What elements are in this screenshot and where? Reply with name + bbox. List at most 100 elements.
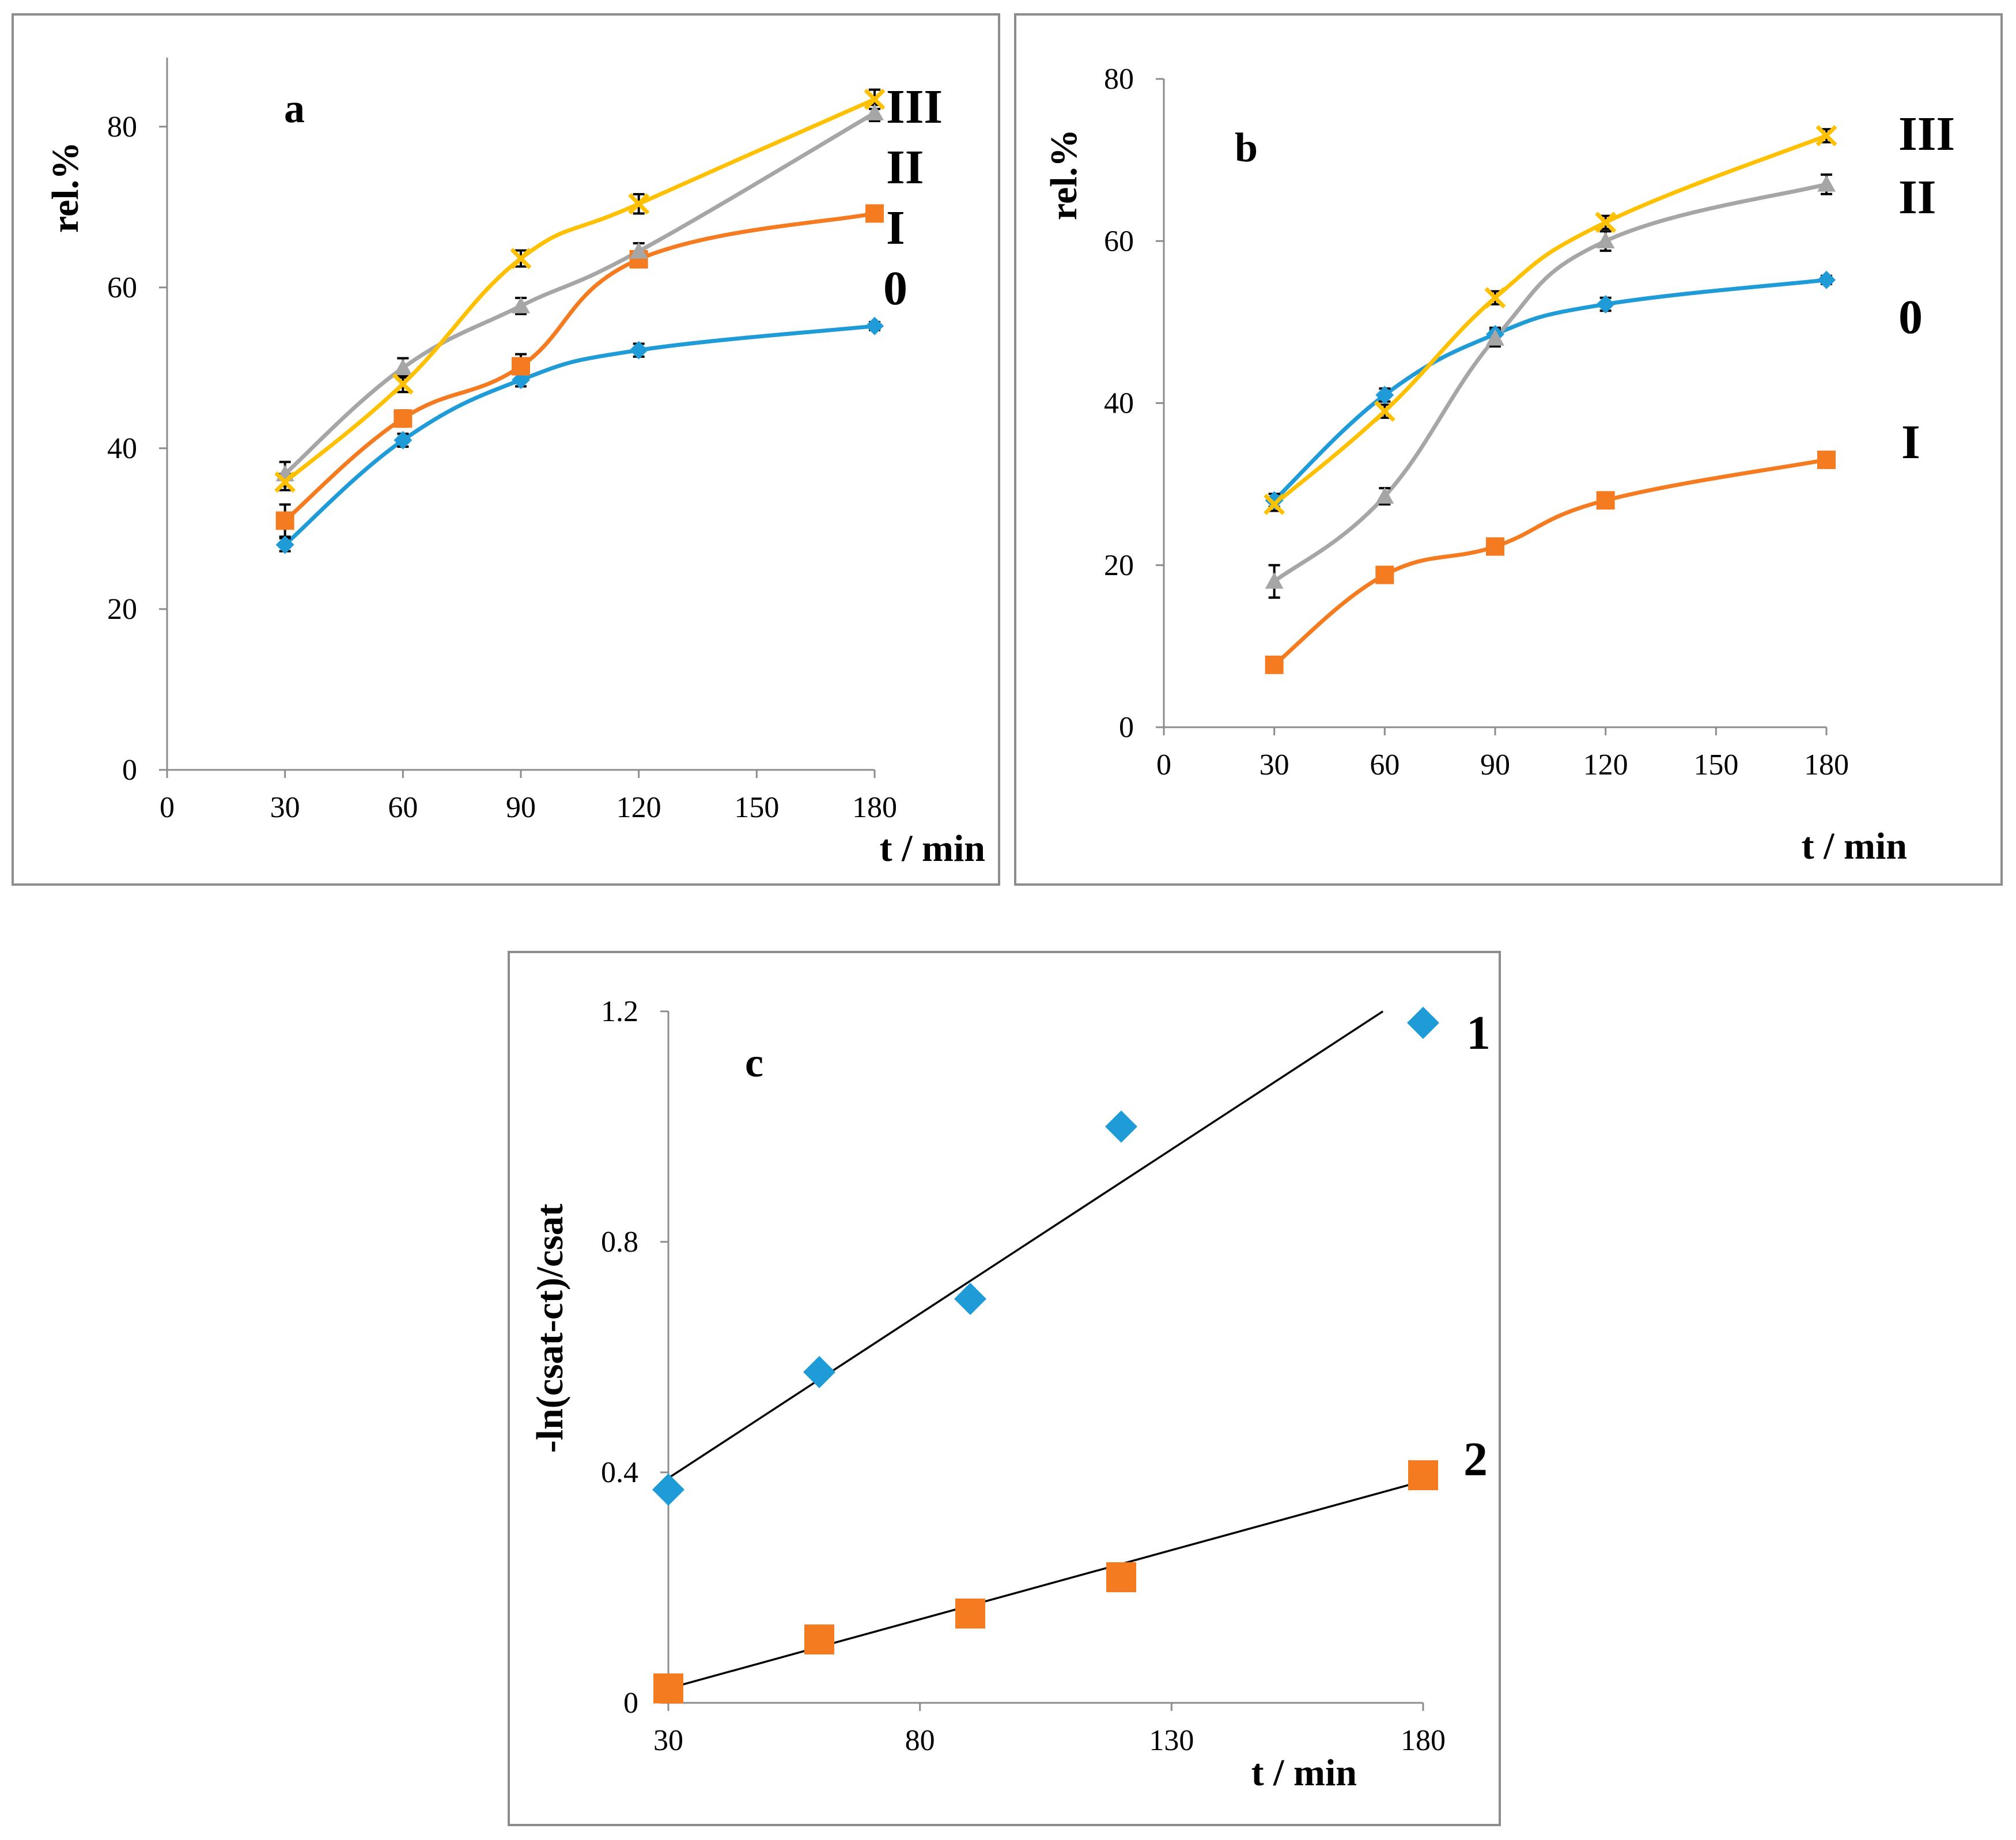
panel-b-series-I-point-30 bbox=[1265, 655, 1284, 674]
panel-c-x-label: t / min bbox=[1251, 1752, 1357, 1794]
panel-a-series-II-point-90 bbox=[512, 296, 530, 313]
panel-b-series-II-point-90 bbox=[1486, 329, 1504, 346]
panel-c-series-2-point-120 bbox=[1106, 1562, 1136, 1592]
panel-c-series-1-point-180 bbox=[1407, 1007, 1439, 1039]
panel-a-xtick-label-0: 0 bbox=[160, 791, 175, 824]
panel-c-ytick-label-2: 0.8 bbox=[601, 1226, 638, 1259]
panel-b-ytick-label-4: 80 bbox=[1104, 63, 1134, 96]
panel-b-series-III-point-60-stroke-2 bbox=[1374, 401, 1395, 422]
panel-a-series-III-point-60 bbox=[392, 373, 414, 395]
panel-a-series-I-point-60 bbox=[394, 409, 413, 428]
panel-c-ticks: 30 80 130 180 0 0.4 0.8 1.2 bbox=[601, 995, 1446, 1757]
panel-a-xtick-label-30: 30 bbox=[270, 791, 300, 824]
panel-a-xtick-label-90: 90 bbox=[506, 791, 536, 824]
panel-c-series-2-point-180 bbox=[1408, 1460, 1438, 1490]
panel-a-label-III: III bbox=[886, 80, 943, 134]
panel-a-series-II-line bbox=[283, 111, 876, 476]
panel-a-series-I-point-180 bbox=[865, 204, 884, 223]
panel-a-series-I-line bbox=[283, 211, 875, 523]
panel-a-ticks: 0 30 60 90 120 150 180 0 20 40 60 80 bbox=[107, 111, 897, 824]
panel-c-series-2-point-30 bbox=[653, 1673, 683, 1703]
panel-b-series-III-point-180-stroke-2 bbox=[1815, 124, 1837, 146]
panel-a-frame bbox=[12, 13, 1000, 886]
panel-b-ticks: 0 30 60 90 120 150 180 0 20 40 60 80 bbox=[1104, 63, 1849, 781]
panel-b-series-0-point-120 bbox=[1596, 294, 1615, 313]
panel-c-series-1-point-60 bbox=[803, 1356, 835, 1388]
panel-b-series-I-point-120 bbox=[1596, 491, 1615, 510]
panel-a-y-label: rel.% bbox=[44, 142, 86, 233]
panel-c-letter: c bbox=[745, 1040, 763, 1086]
panel-a: 0 30 60 90 120 150 180 0 20 40 60 80 a rel.% t / mi… bbox=[12, 13, 1000, 886]
panel-b-y-label: rel.% bbox=[1043, 129, 1085, 220]
panel-b-xtick-label-30: 30 bbox=[1259, 749, 1289, 781]
panel-b-label-III: III bbox=[1898, 107, 1955, 161]
panel-b-series-III-point-180 bbox=[1815, 124, 1837, 146]
panel-a-letter: a bbox=[284, 85, 305, 131]
panel-c-label-1: 1 bbox=[1466, 1006, 1491, 1060]
panel-a-series-I-point-30 bbox=[275, 511, 294, 530]
panel-a-series-II-point-60 bbox=[394, 358, 413, 376]
panel-a-series-III-point-120-stroke-2 bbox=[628, 193, 650, 215]
panel-a-label-II: II bbox=[886, 141, 924, 194]
panel-c-xtick-label-30: 30 bbox=[653, 1724, 683, 1757]
panel-b-series-0-point-60 bbox=[1375, 386, 1394, 405]
panel-a-xtick-label-60: 60 bbox=[388, 791, 418, 824]
panel-a-markers bbox=[274, 88, 886, 554]
panel-b-series-0-point-180 bbox=[1817, 270, 1836, 289]
panel-b-label-0: 0 bbox=[1898, 290, 1923, 344]
panel-a-series-III-point-30-stroke-2 bbox=[274, 471, 296, 493]
panel-b-series-II-point-30 bbox=[1265, 572, 1284, 589]
panel-b-ytick-label-3: 60 bbox=[1104, 225, 1134, 258]
panel-c-series-1-point-30 bbox=[652, 1473, 684, 1506]
panel-a-series-III-point-180-stroke-2 bbox=[864, 88, 886, 110]
panel-c-series-2-point-60 bbox=[804, 1624, 834, 1654]
panel-b-frame bbox=[1014, 13, 2003, 886]
panel-a-series-III-point-60-stroke-2 bbox=[392, 373, 414, 395]
panel-b-ytick-label-0: 0 bbox=[1119, 711, 1134, 744]
panel-a-ytick-label-0: 0 bbox=[122, 754, 137, 787]
panel-a-series-0-point-60 bbox=[394, 430, 413, 449]
panel-a-xtick-label-150: 150 bbox=[734, 791, 779, 824]
panel-b-series-II-point-180 bbox=[1817, 175, 1836, 192]
panel-c-series-2-fit-line bbox=[668, 1480, 1424, 1690]
panel-c-series-1-fit-line bbox=[668, 1010, 1384, 1479]
panel-a-ytick-label-2: 40 bbox=[107, 432, 137, 465]
panel-b-xtick-label-60: 60 bbox=[1370, 749, 1400, 781]
panel-a-ytick-label-1: 20 bbox=[107, 593, 137, 626]
panel-c-ytick-label-3: 1.2 bbox=[601, 995, 638, 1028]
panel-b-series-III-point-30 bbox=[1264, 493, 1285, 515]
panel-b-xtick-label-90: 90 bbox=[1480, 749, 1510, 781]
panel-c-ytick-label-0: 0 bbox=[623, 1687, 638, 1720]
panel-b-label-I: I bbox=[1901, 415, 1920, 469]
panel-a-ytick-label-4: 80 bbox=[107, 111, 137, 143]
panel-c-markers bbox=[652, 1007, 1439, 1703]
panel-c-xtick-label-180: 180 bbox=[1401, 1724, 1446, 1757]
panel-a-x-label: t / min bbox=[880, 828, 985, 870]
panel-c-ytick-label-1: 0.4 bbox=[601, 1456, 638, 1489]
panel-b-xtick-label-0: 0 bbox=[1156, 749, 1171, 781]
panel-b-series-III-point-120-stroke-2 bbox=[1595, 211, 1617, 233]
panel-b: 0 30 60 90 120 150 180 0 20 40 60 80 b rel.% t / mi… bbox=[1014, 13, 2003, 886]
panel-b-letter: b bbox=[1235, 124, 1258, 171]
panel-c-fit-lines bbox=[668, 1010, 1424, 1690]
panel-a-label-I: I bbox=[886, 201, 905, 255]
panel-a-series-III-point-30 bbox=[274, 471, 296, 493]
panel-c-series-2-point-90 bbox=[955, 1599, 985, 1629]
panel-c-series-1-point-90 bbox=[954, 1283, 986, 1315]
panel-a-series-III-point-90-stroke-2 bbox=[510, 248, 532, 270]
panel-c-y-label: -ln(csat-ct)/csat bbox=[529, 1204, 571, 1453]
panel-b-series-I-point-180 bbox=[1817, 450, 1836, 469]
panel-b-series-II-point-120 bbox=[1596, 232, 1615, 249]
panel-b-series-III-point-90 bbox=[1484, 287, 1506, 309]
panel-c-series-1-point-120 bbox=[1105, 1110, 1137, 1143]
panel-a-series-III-point-90 bbox=[510, 248, 532, 270]
panel-a-series-0-point-180 bbox=[865, 316, 884, 335]
panel-b-xtick-label-150: 150 bbox=[1693, 749, 1738, 781]
panel-a-series-I-point-90 bbox=[512, 357, 530, 376]
panel-b-ytick-label-1: 20 bbox=[1104, 549, 1134, 582]
panel-b-series-0-point-30 bbox=[1265, 491, 1284, 510]
panel-b-series-II-point-60 bbox=[1375, 487, 1394, 504]
panel-b-series-I-point-90 bbox=[1486, 537, 1504, 556]
panel-c: 30 80 130 180 0 0.4 0.8 1.2 c -ln(csat-ct)/csat… bbox=[508, 951, 1501, 1826]
